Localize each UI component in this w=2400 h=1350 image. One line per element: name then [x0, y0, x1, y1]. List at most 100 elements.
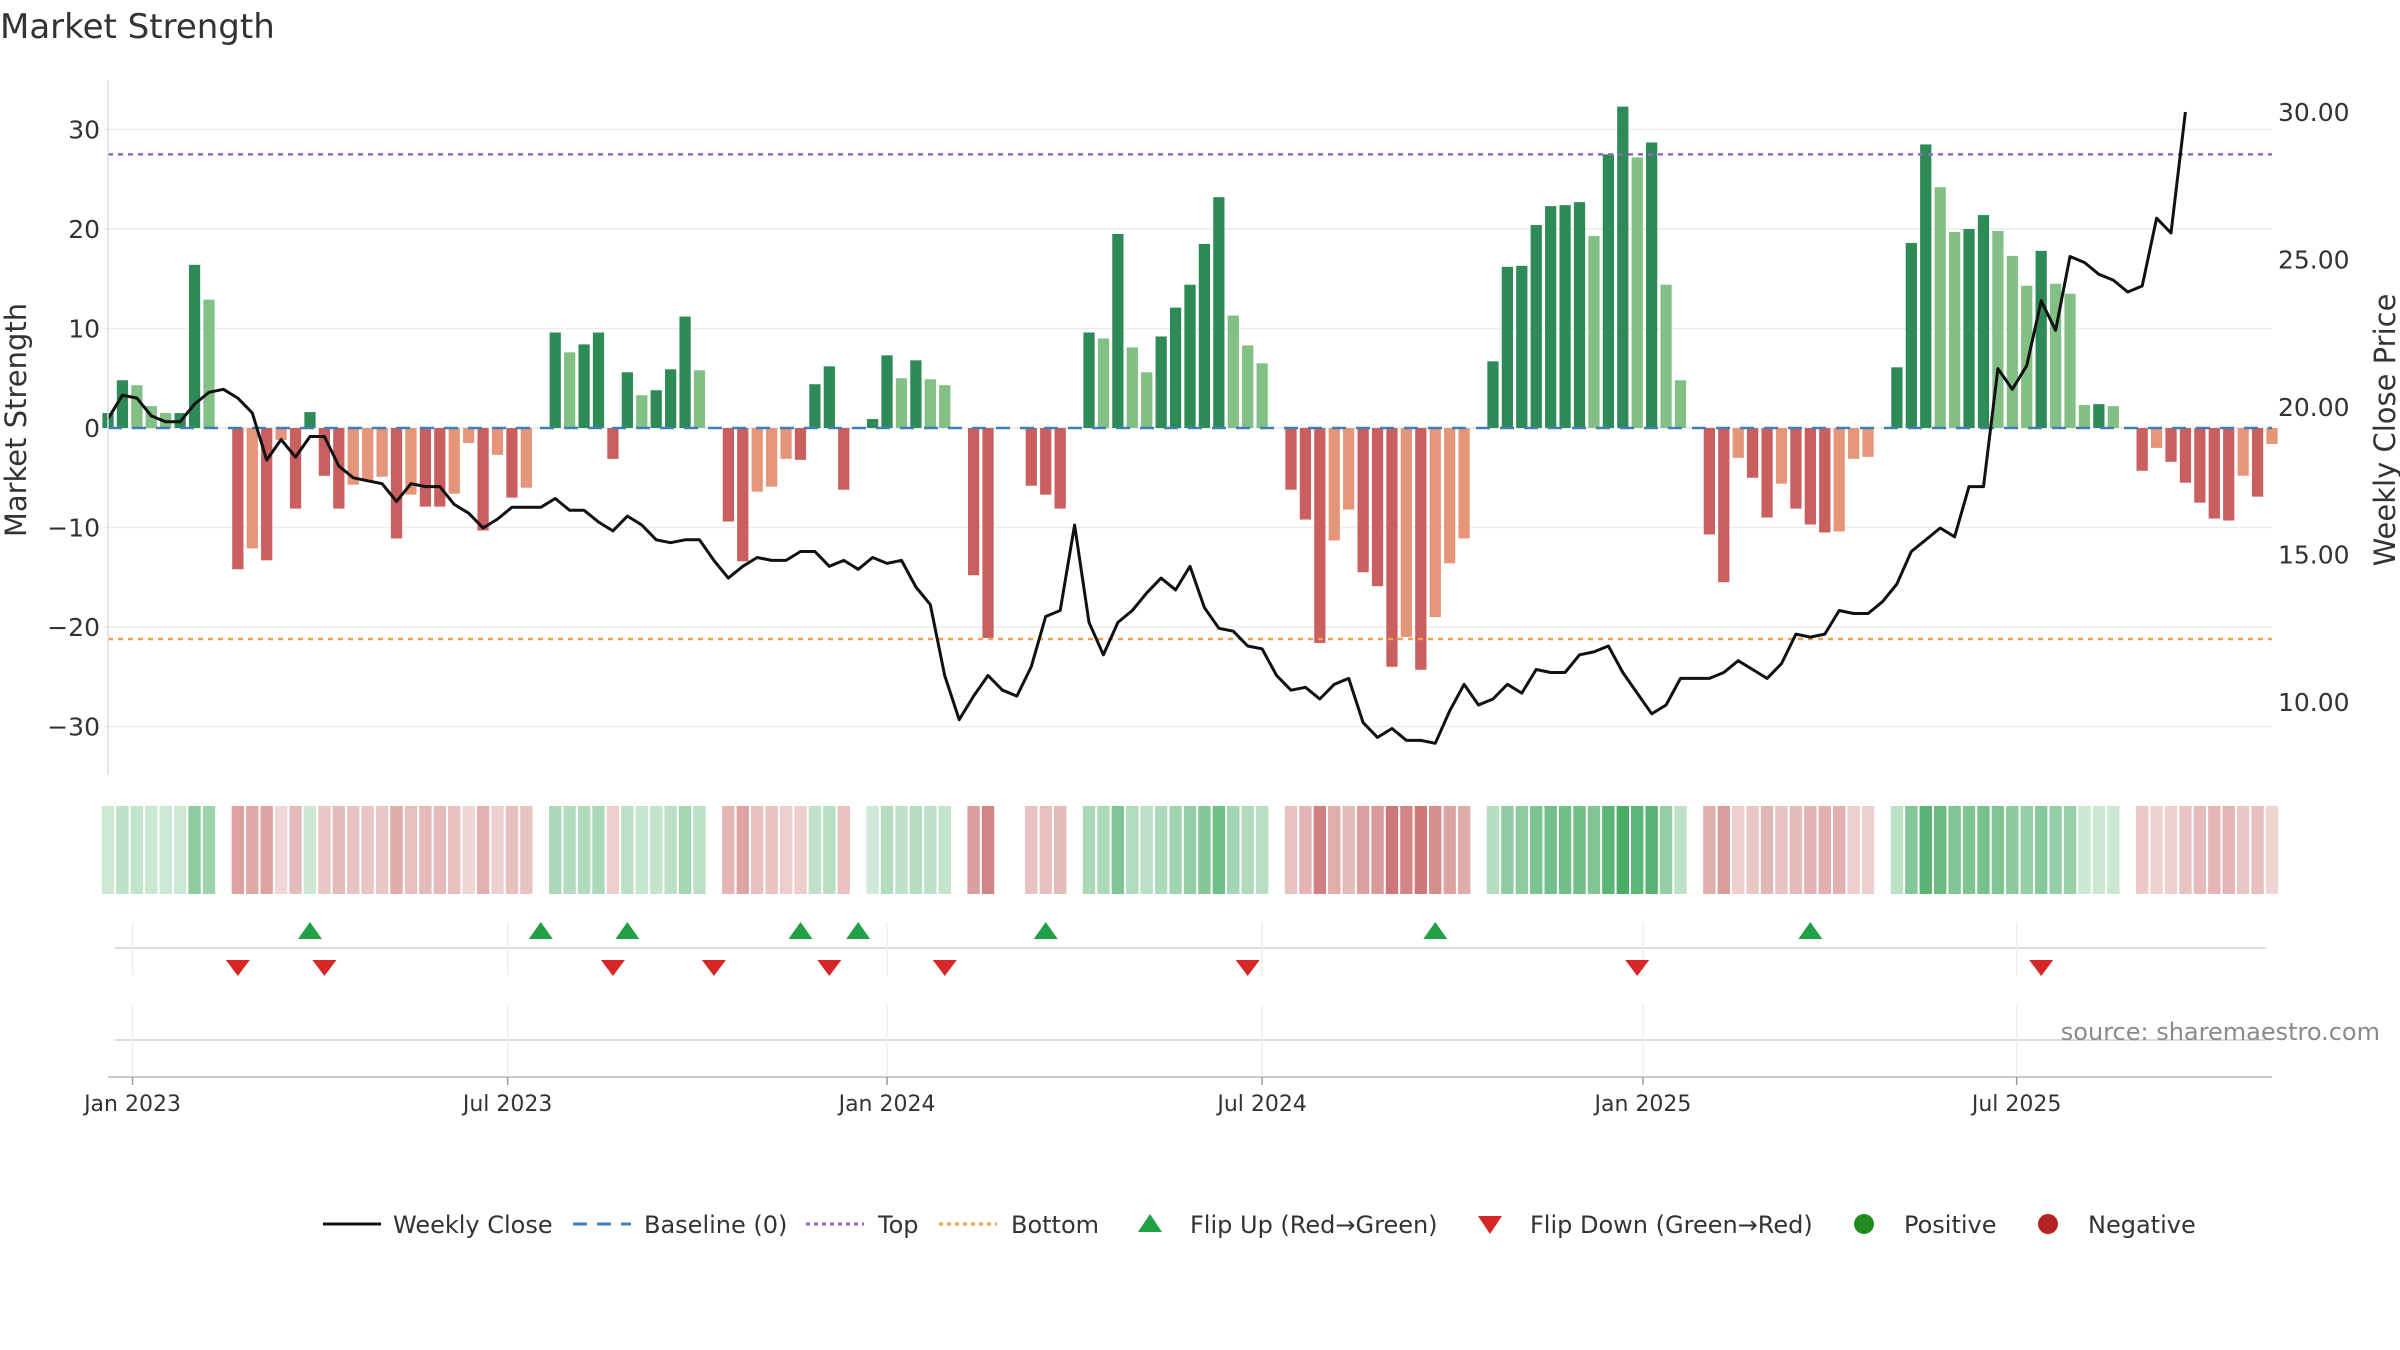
heat-cell	[231, 806, 245, 894]
negative-bar	[1429, 428, 1441, 618]
positive-bar	[1242, 345, 1254, 428]
negative-bar	[1357, 428, 1369, 573]
flip-down-marker	[600, 960, 625, 976]
negative-bar	[434, 428, 446, 507]
positive-bar	[1977, 215, 1990, 428]
heat-cell	[866, 806, 879, 894]
x-axis: Jan 2023 Jul 2023 Jan 2024 Jul 2024 Jan 2025…	[82, 1076, 2272, 1117]
negative-bar	[1299, 428, 1312, 520]
negative-bar	[2136, 428, 2148, 471]
negative-bar	[2237, 428, 2249, 476]
heat-cell	[1602, 806, 1615, 894]
heat-cell	[1515, 806, 1529, 894]
heat-cell	[938, 806, 951, 894]
positive-bar	[564, 352, 576, 428]
positive-bar	[636, 395, 648, 428]
x-tick-label: Jul 2023	[461, 1092, 553, 1117]
heat-cell	[1587, 806, 1601, 894]
flip-up-marker	[1423, 922, 1448, 939]
negative-bar	[246, 428, 258, 549]
y-tick-label: 20	[68, 215, 100, 244]
heat-cell	[1328, 806, 1341, 894]
legend: Weekly Close Baseline (0) Top Bottom Flip Up…	[323, 1211, 2196, 1239]
heat-cell	[664, 806, 677, 894]
y2-tick-label: 15.00	[2278, 541, 2350, 570]
negative-bar	[362, 428, 374, 481]
negative-bar	[2223, 428, 2235, 521]
negative-bar	[838, 428, 850, 490]
positive-bar	[1530, 225, 1542, 428]
positive-bar	[116, 380, 129, 428]
heat-cell	[1746, 806, 1759, 894]
heat-cell	[2006, 806, 2019, 894]
y-tick-label: 30	[68, 116, 100, 145]
heat-cell	[1501, 806, 1514, 894]
heat-cell	[1674, 806, 1687, 894]
y-tick-label: −20	[47, 613, 100, 642]
positive-bar	[939, 385, 951, 428]
negative-bar	[2208, 428, 2220, 519]
heat-cell	[419, 806, 432, 894]
heat-cell	[1948, 806, 1961, 894]
flip-up-marker	[528, 922, 553, 939]
negative-bar	[2165, 428, 2177, 462]
heat-cell	[1573, 806, 1586, 894]
negative-bar	[1804, 428, 1816, 525]
heat-cell	[1991, 806, 2005, 894]
negative-bar	[448, 428, 460, 494]
legend-label: Baseline (0)	[644, 1211, 787, 1239]
positive-bar	[1963, 229, 1975, 428]
heat-cell	[2236, 806, 2250, 894]
heat-cell	[1616, 806, 1630, 894]
heat-cell	[2193, 806, 2207, 894]
heat-cell	[1732, 806, 1745, 894]
heat-cell	[1530, 806, 1543, 894]
heat-cell	[1313, 806, 1327, 894]
positive-bar	[2093, 404, 2105, 428]
heat-cell	[577, 806, 591, 894]
heat-cell	[2092, 806, 2106, 894]
negative-bar	[491, 428, 504, 455]
legend-label: Top	[877, 1211, 919, 1239]
heat-cell	[1775, 806, 1788, 894]
strength-heat-strip	[101, 806, 2279, 894]
negative-bar	[1761, 428, 1773, 518]
positive-bar	[188, 264, 201, 428]
heat-cell	[2251, 806, 2264, 894]
positive-bar	[1227, 315, 1239, 428]
heat-cell	[837, 806, 850, 894]
positive-bar	[621, 372, 633, 428]
heat-cell	[779, 806, 793, 894]
negative-bar	[1343, 428, 1355, 510]
legend-swatch-flip-down	[1478, 1216, 1502, 1234]
heat-cell	[1544, 806, 1557, 894]
heat-cell	[1140, 806, 1153, 894]
heat-cell	[1356, 806, 1370, 894]
heat-cell	[145, 806, 158, 894]
positive-bar	[1545, 206, 1557, 428]
flip-down-marker	[817, 960, 842, 976]
negative-bar	[376, 428, 388, 477]
heat-cell	[520, 806, 533, 894]
heat-cell	[318, 806, 331, 894]
heat-cell	[347, 806, 360, 894]
y-axis-title: Market Strength	[0, 303, 33, 537]
y-tick-label: −10	[47, 514, 100, 543]
heat-cell	[1861, 806, 1875, 894]
positive-bar	[1083, 332, 1095, 428]
heat-cell	[880, 806, 894, 894]
flip-up-marker	[788, 922, 813, 939]
negative-bar	[1848, 428, 1860, 459]
y-tick-label: −30	[47, 713, 100, 742]
heat-cell	[476, 806, 490, 894]
y2-tick-label: 20.00	[2278, 393, 2350, 422]
heat-cell	[2222, 806, 2235, 894]
heat-cell	[2265, 806, 2279, 894]
flip-down-marker	[312, 960, 337, 976]
heat-cell	[635, 806, 648, 894]
heat-cell	[361, 806, 374, 894]
y2-tick-label: 25.00	[2278, 246, 2350, 275]
legend-label: Positive	[1904, 1211, 1997, 1239]
negative-bar	[1025, 428, 1037, 486]
